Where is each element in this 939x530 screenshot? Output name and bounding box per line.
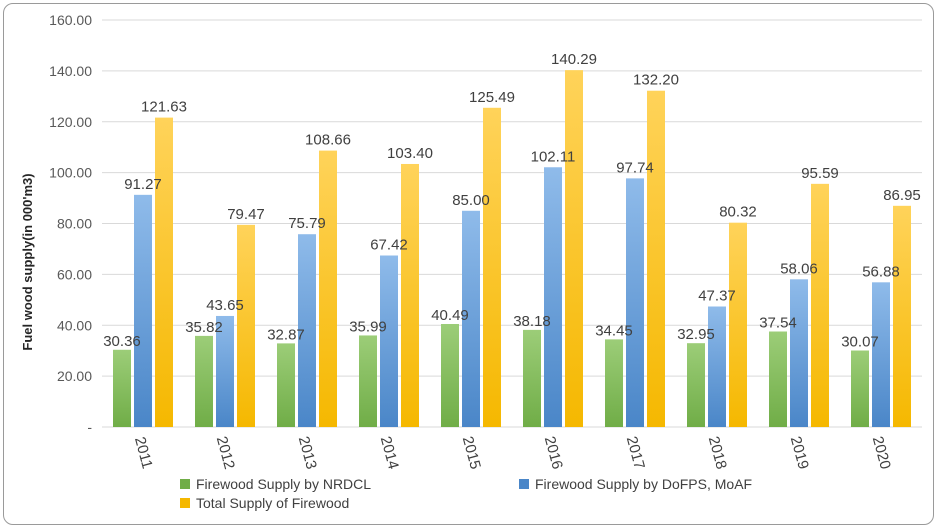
y-tick-label: 100.00 (49, 165, 92, 181)
bar-2013-s1 (277, 343, 295, 427)
legend-swatch (180, 498, 190, 508)
data-label: 102.11 (531, 148, 576, 165)
x-tick-label: 2018 (705, 435, 730, 472)
bar-2016-s2 (544, 167, 562, 427)
data-label: 56.88 (862, 263, 900, 280)
data-label: 85.00 (452, 192, 490, 209)
data-label: 125.49 (469, 89, 515, 106)
data-label: 97.74 (616, 159, 654, 176)
bar-2012-s2 (216, 315, 234, 427)
data-label: 75.79 (288, 215, 326, 232)
x-tick-label: 2011 (131, 435, 156, 471)
y-axis-ticks: - 20.00 40.00 60.00 80.00 100.00 120.00 140.00 1… (49, 12, 92, 435)
bar-2012-s3 (237, 224, 255, 427)
bar-2012-s1 (195, 335, 213, 427)
bar-2013-s3 (319, 150, 337, 427)
bar-2015-s2 (462, 210, 480, 427)
bar-2013-s2 (298, 234, 316, 427)
data-label: 79.47 (227, 206, 265, 223)
bar-2015-s3 (483, 107, 501, 427)
data-label: 95.59 (801, 165, 839, 182)
data-label: 67.42 (370, 237, 408, 254)
bar-2014-s1 (359, 335, 377, 427)
data-label: 40.49 (431, 307, 469, 324)
data-label: 35.99 (349, 318, 387, 335)
y-tick-label: 160.00 (49, 12, 92, 28)
x-tick-label: 2012 (213, 435, 238, 472)
legend: Firewood Supply by NRDCL Firewood Supply … (180, 476, 752, 511)
data-label: 32.87 (267, 326, 305, 343)
bar-2019-s1 (769, 331, 787, 427)
data-label: 58.06 (780, 260, 818, 277)
bar-2019-s3 (811, 183, 829, 427)
data-label: 86.95 (883, 187, 921, 204)
x-tick-label: 2016 (541, 435, 566, 472)
y-tick-label: 140.00 (49, 63, 92, 79)
data-label: 35.82 (185, 319, 223, 336)
data-label: 30.36 (103, 333, 141, 350)
bar-2014-s2 (380, 255, 398, 427)
bar-2020-s2 (872, 282, 890, 427)
data-labels: 30.36 91.27 121.63 35.82 43.65 79.47 32.87 75.7… (103, 51, 921, 350)
x-tick-label: 2014 (377, 435, 402, 472)
data-label: 34.45 (595, 322, 633, 339)
x-tick-label: 2020 (869, 435, 894, 472)
bar-2011-s2 (134, 194, 152, 427)
data-label: 43.65 (206, 297, 244, 314)
bar-2020-s3 (893, 205, 911, 427)
bar-2019-s2 (790, 279, 808, 427)
bar-2018-s2 (708, 306, 726, 427)
bar-2016-s1 (523, 329, 541, 427)
bar-2011-s1 (113, 349, 131, 427)
legend-label: Firewood Supply by NRDCL (196, 476, 371, 492)
legend-swatch (519, 479, 529, 489)
data-label: 37.54 (759, 315, 797, 332)
bars (113, 70, 911, 427)
data-label: 91.27 (124, 176, 162, 193)
data-label: 132.20 (633, 72, 679, 89)
y-tick-label: 40.00 (57, 317, 92, 333)
bar-2014-s3 (401, 163, 419, 427)
legend-label: Total Supply of Firewood (196, 495, 349, 511)
x-tick-label: 2013 (295, 435, 320, 472)
data-label: 103.40 (387, 145, 433, 162)
data-label: 30.07 (841, 334, 879, 351)
legend-label: Firewood Supply by DoFPS, MoAF (535, 476, 752, 492)
bar-2017-s1 (605, 339, 623, 427)
y-tick-label: 60.00 (57, 266, 92, 282)
data-label: 108.66 (305, 132, 351, 149)
x-tick-label: 2019 (787, 435, 812, 472)
bar-2011-s3 (155, 117, 173, 427)
bar-2020-s1 (851, 350, 869, 427)
bar-2018-s3 (729, 222, 747, 427)
data-label: 140.29 (551, 51, 597, 68)
bar-2017-s3 (647, 90, 665, 427)
y-tick-label: 80.00 (57, 216, 92, 232)
data-label: 38.18 (513, 313, 551, 330)
data-label: 80.32 (719, 204, 757, 221)
y-tick-label: - (87, 419, 92, 435)
x-tick-label: 2017 (623, 435, 648, 472)
bar-2016-s3 (565, 70, 583, 427)
legend-swatch (180, 479, 190, 489)
x-axis-ticks: 2011 2012 2013 2014 2015 2016 2017 2018 2019 2020 (131, 435, 894, 472)
y-tick-label: 120.00 (49, 114, 92, 130)
bar-2018-s1 (687, 343, 705, 427)
y-axis-label: Fuel wood supply(in 000'm3) (20, 173, 35, 350)
data-label: 47.37 (698, 288, 736, 305)
data-label: 32.95 (677, 326, 715, 343)
data-label: 121.63 (141, 99, 187, 116)
y-tick-label: 20.00 (57, 368, 92, 384)
x-tick-label: 2015 (459, 435, 484, 472)
bar-2015-s1 (441, 324, 459, 427)
bar-2017-s2 (626, 178, 644, 427)
